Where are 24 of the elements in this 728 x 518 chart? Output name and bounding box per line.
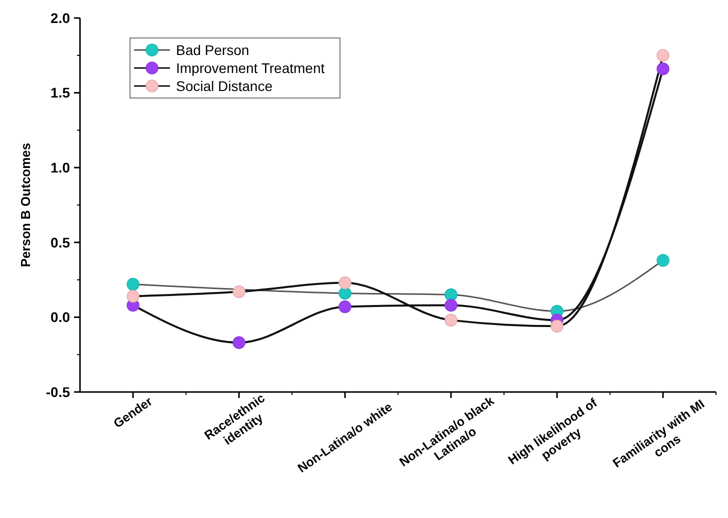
point <box>338 286 352 300</box>
y-tick-label: 1.5 <box>50 84 70 101</box>
point <box>444 314 458 327</box>
point <box>550 320 564 333</box>
y-axis-title: Person B Outcomes <box>18 142 33 268</box>
point <box>232 336 246 350</box>
point <box>126 290 140 303</box>
y-tick-label: 2.0 <box>50 10 70 26</box>
point <box>338 300 352 314</box>
point <box>126 278 140 291</box>
y-tick-label: 0.5 <box>50 234 70 250</box>
legend-label: Bad Person <box>176 42 250 58</box>
point <box>656 49 670 62</box>
y-tick-label: 1.0 <box>50 160 70 176</box>
legend-label: Improvement Treatment <box>176 60 325 76</box>
point <box>338 276 352 290</box>
y-tick-label: -0.5 <box>46 384 70 400</box>
point <box>444 298 458 312</box>
point <box>656 62 670 76</box>
y-tick-label: 0.0 <box>50 309 70 326</box>
point <box>656 254 670 267</box>
legend-label: Social Distance <box>176 78 273 94</box>
point <box>232 285 246 298</box>
point <box>444 288 458 302</box>
